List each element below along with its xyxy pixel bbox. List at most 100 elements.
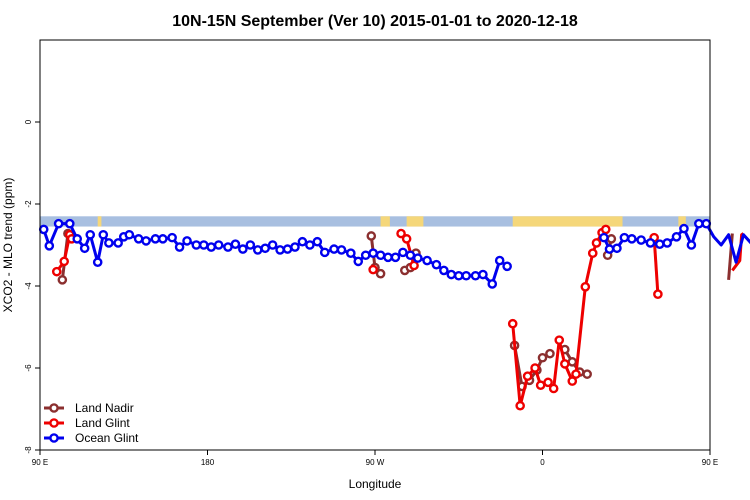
- data-point: [679, 223, 689, 234]
- data-point: [645, 238, 656, 248]
- x-tick-label: 180: [201, 458, 215, 467]
- y-axis: 0 -2 -4 -6 -8: [24, 119, 40, 454]
- x-tick-label: 90 E: [702, 458, 718, 467]
- legend-marker: [49, 418, 59, 428]
- data-point: [79, 243, 90, 254]
- series-line: [652, 237, 660, 295]
- data-point: [346, 248, 356, 258]
- legend-label: Ocean Glint: [75, 431, 139, 445]
- data-point: [336, 245, 347, 255]
- y-tick-label: -8: [24, 446, 33, 454]
- data-point: [409, 260, 419, 271]
- data-point: [59, 256, 69, 267]
- data-point: [530, 363, 540, 373]
- data-point: [368, 264, 378, 275]
- data-point: [515, 400, 525, 411]
- data-point: [567, 357, 578, 367]
- data-point: [554, 335, 565, 345]
- x-tick-label: 90 W: [366, 458, 385, 467]
- data-point: [422, 255, 432, 266]
- data-point: [329, 244, 339, 254]
- data-point: [396, 228, 406, 239]
- data-point: [305, 240, 315, 250]
- data-point: [206, 242, 217, 252]
- data-point: [275, 245, 285, 255]
- x-tick-label: 0: [540, 458, 545, 467]
- data-point: [582, 369, 592, 379]
- data-point: [627, 234, 637, 244]
- data-point: [375, 268, 386, 279]
- y-axis-label: XCO2 - MLO trend (ppm): [1, 178, 15, 313]
- data-point: [72, 234, 83, 244]
- data-point: [191, 240, 202, 250]
- data-point: [51, 266, 62, 277]
- data-point: [701, 218, 712, 229]
- data-point: [413, 253, 423, 263]
- data-point: [545, 348, 555, 359]
- data-point: [98, 229, 109, 240]
- data-point: [653, 289, 663, 300]
- data-point: [198, 240, 209, 250]
- data-point: [360, 250, 371, 261]
- data-point: [319, 247, 330, 258]
- data-point: [238, 244, 248, 254]
- data-point: [461, 270, 471, 281]
- data-point: [453, 270, 464, 281]
- y-tick-label: -4: [24, 282, 33, 290]
- data-point: [368, 248, 378, 258]
- data-point: [398, 247, 408, 258]
- data-point: [223, 242, 233, 252]
- data-point: [44, 241, 55, 251]
- data-point: [38, 224, 49, 235]
- data-point: [686, 240, 697, 250]
- data-point: [297, 236, 308, 247]
- data-point: [312, 236, 323, 247]
- data-point: [439, 265, 449, 276]
- land-segment: [512, 216, 623, 227]
- data-point: [174, 242, 185, 252]
- chart-title: 10N-15N September (Ver 10) 2015-01-01 to…: [172, 13, 578, 30]
- y-tick-label: -6: [24, 364, 33, 372]
- land-segment: [97, 216, 102, 227]
- land-segment: [380, 216, 390, 227]
- data-point: [383, 252, 393, 263]
- water-band: [40, 216, 710, 227]
- data-point: [353, 256, 364, 267]
- data-point: [267, 240, 278, 250]
- data-point: [591, 238, 602, 248]
- legend-label: Land Nadir: [75, 401, 134, 415]
- data-point: [182, 236, 192, 246]
- data-point: [654, 239, 665, 249]
- data-point: [390, 252, 401, 263]
- data-point: [604, 244, 615, 254]
- data-point: [150, 234, 161, 244]
- data-point: [470, 270, 481, 281]
- data-point: [636, 235, 646, 245]
- data-point: [478, 269, 488, 280]
- data-point: [213, 240, 224, 250]
- data-point: [431, 259, 442, 270]
- data-point: [600, 224, 611, 235]
- data-point: [502, 261, 512, 272]
- data-point: [567, 376, 578, 386]
- legend-label: Land Glint: [75, 416, 130, 430]
- data-point: [260, 243, 270, 254]
- data-point: [535, 380, 546, 391]
- data-point: [571, 369, 581, 379]
- data-point: [405, 250, 416, 261]
- data-point: [606, 234, 617, 244]
- data-point: [694, 218, 704, 229]
- data-point: [560, 359, 570, 369]
- data-point: [494, 255, 505, 266]
- land-segment: [678, 216, 686, 227]
- data-point: [230, 239, 241, 249]
- land-water-band: [40, 216, 710, 227]
- data-point: [290, 242, 300, 252]
- data-point: [64, 218, 75, 229]
- data-point: [543, 377, 553, 388]
- data-point: [92, 257, 103, 268]
- data-point: [141, 236, 151, 246]
- data-point: [85, 229, 96, 240]
- y-tick-label: 0: [24, 119, 33, 124]
